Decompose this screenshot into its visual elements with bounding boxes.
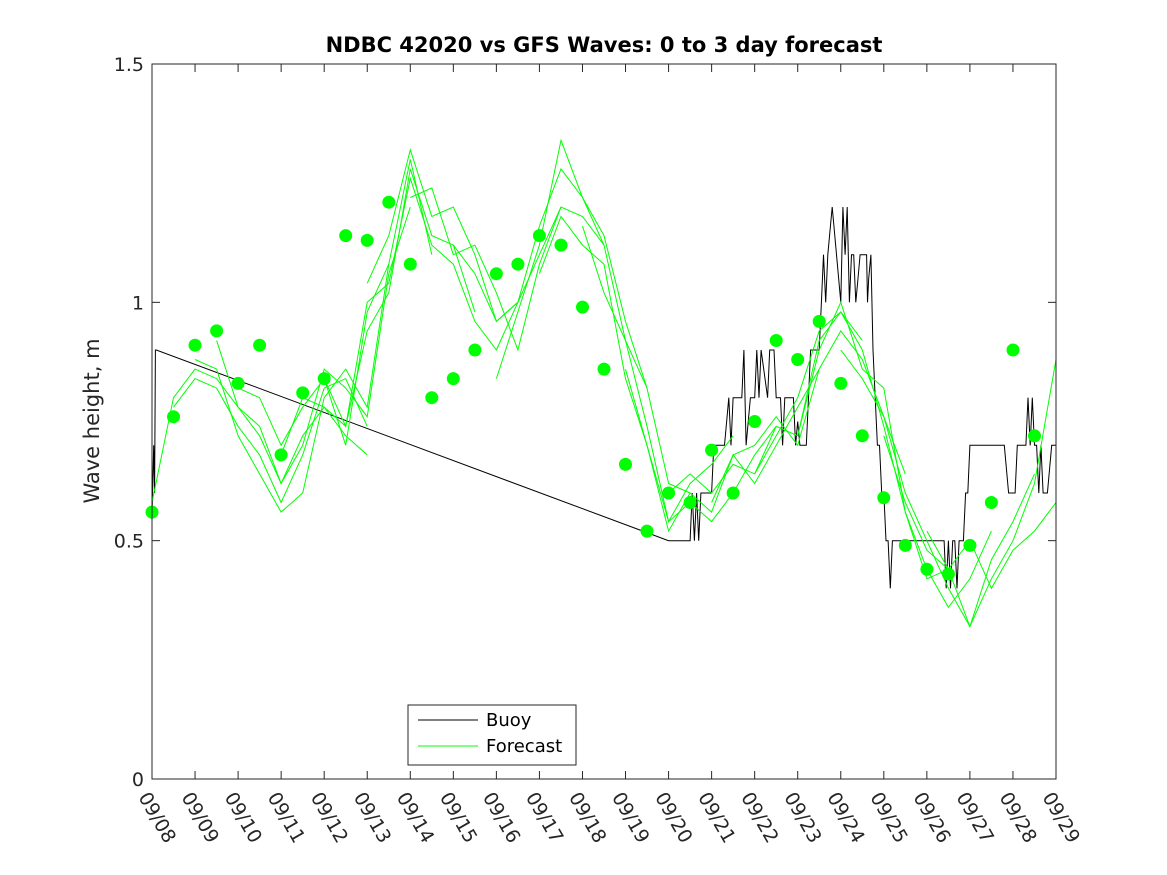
forecast-line-4 xyxy=(237,159,433,447)
forecast-line-9 xyxy=(452,167,648,389)
forecast-marker xyxy=(855,429,869,443)
forecast-marker xyxy=(576,300,589,314)
forecast-marker xyxy=(963,538,977,552)
forecast-marker xyxy=(984,496,998,509)
forecast-line-5 xyxy=(280,168,476,456)
forecast-line-19 xyxy=(883,359,1057,628)
forecast-marker xyxy=(274,448,288,462)
forecast-marker xyxy=(812,314,826,328)
forecast-marker xyxy=(920,562,934,576)
forecast-marker xyxy=(210,324,224,338)
forecast-marker xyxy=(532,229,546,243)
forecast-line-0 xyxy=(151,368,368,503)
forecast-marker xyxy=(619,457,632,471)
forecast-marker xyxy=(662,486,676,500)
forecast-marker xyxy=(468,343,482,357)
forecast-marker xyxy=(554,238,568,252)
forecast-marker xyxy=(640,524,654,538)
forecast-marker xyxy=(231,376,245,390)
forecast-markers xyxy=(145,195,1041,581)
forecast-marker xyxy=(253,338,267,352)
forecast-marker xyxy=(360,233,374,247)
y-tick-label: 1.5 xyxy=(114,54,144,76)
forecast-line-13 xyxy=(625,368,820,533)
forecast-marker xyxy=(683,496,697,509)
forecast-line-3 xyxy=(216,206,411,485)
plot-frame xyxy=(151,63,1057,780)
forecast-line-11 xyxy=(538,215,734,523)
forecast-marker xyxy=(511,257,525,271)
y-axis-label: Wave height, m xyxy=(80,338,104,503)
forecast-marker xyxy=(705,443,719,457)
forecast-marker xyxy=(489,267,503,281)
forecast-line-18 xyxy=(840,349,1035,628)
forecast-marker xyxy=(167,410,180,424)
forecast-marker xyxy=(597,362,611,376)
forecast-marker xyxy=(403,257,417,271)
legend: Buoy Forecast xyxy=(407,704,577,766)
forecast-line-16 xyxy=(754,311,949,580)
forecast-marker xyxy=(296,386,310,400)
forecast-marker xyxy=(425,391,439,405)
forecast-marker xyxy=(898,538,912,552)
forecast-marker xyxy=(382,195,396,209)
forecast-line-8 xyxy=(410,187,605,352)
forecast-marker xyxy=(188,338,202,352)
forecast-marker xyxy=(317,372,331,386)
forecast-marker xyxy=(1028,429,1041,443)
forecast-lines xyxy=(151,138,1057,628)
y-tick-label: 1 xyxy=(132,292,144,314)
forecast-marker xyxy=(941,567,955,581)
forecast-marker xyxy=(877,491,891,505)
forecast-marker xyxy=(769,334,783,347)
forecast-marker xyxy=(834,376,848,390)
legend-forecast-label: Forecast xyxy=(486,736,562,757)
forecast-line-10 xyxy=(495,138,691,494)
y-axis: 0 0.5 1 1.5 xyxy=(114,54,1056,791)
buoy-series xyxy=(151,206,1056,589)
forecast-marker xyxy=(1006,343,1020,357)
forecast-marker xyxy=(791,353,805,366)
forecast-marker xyxy=(748,415,762,428)
forecast-line-2 xyxy=(194,264,390,513)
chart-title: NDBC 42020 vs GFS Waves: 0 to 3 day fore… xyxy=(326,33,883,57)
y-tick-label: 0 xyxy=(132,769,144,791)
buoy-line xyxy=(151,206,1056,589)
forecast-line-17 xyxy=(797,300,992,609)
forecast-line-6 xyxy=(323,176,519,428)
plot-area xyxy=(145,138,1057,628)
forecast-marker xyxy=(446,372,460,386)
legend-buoy-label: Buoy xyxy=(486,710,532,731)
y-tick-label: 0.5 xyxy=(114,531,144,553)
legend-box xyxy=(407,704,577,766)
forecast-marker xyxy=(339,229,353,243)
forecast-marker xyxy=(726,486,740,500)
